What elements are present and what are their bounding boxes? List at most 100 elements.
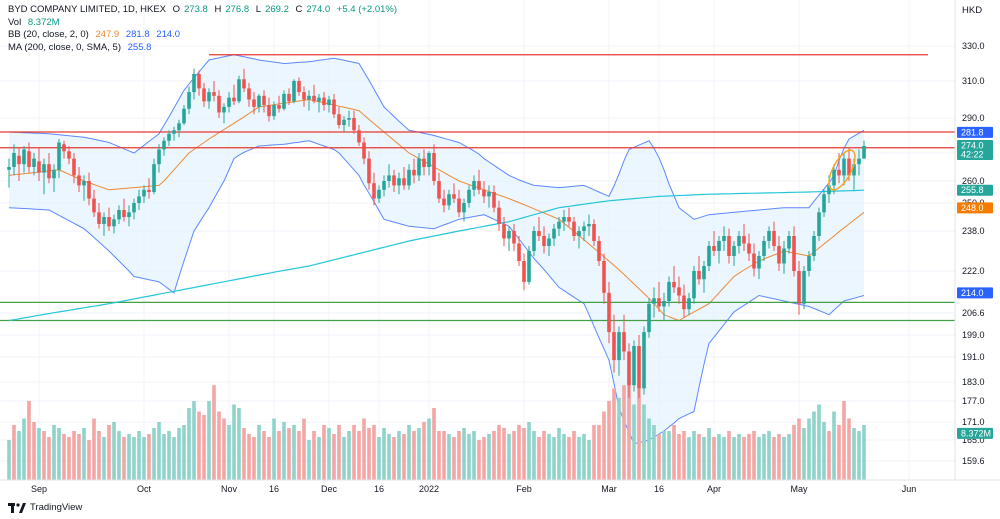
candle-body <box>52 169 56 179</box>
volume-bar <box>847 418 851 480</box>
candle-body <box>802 271 806 304</box>
candle-body <box>567 217 571 222</box>
candle-body <box>762 241 766 256</box>
volume-bar <box>317 437 321 480</box>
candle-body <box>102 217 106 224</box>
candle-body <box>457 198 461 213</box>
candle-body <box>172 130 176 134</box>
candle-body <box>632 346 636 386</box>
candle-body <box>312 95 316 102</box>
candle-body <box>377 189 381 199</box>
brand-name: TradingView <box>30 502 83 513</box>
volume-bar <box>382 428 386 480</box>
volume-bar <box>447 434 451 480</box>
time-tick-label: 16 <box>374 484 384 494</box>
candle-body <box>302 92 306 100</box>
candle-body <box>717 241 721 251</box>
candle-body <box>477 181 481 190</box>
volume-bar <box>142 437 146 480</box>
candle-body <box>167 133 171 141</box>
volume-bar <box>92 418 96 480</box>
volume-bar <box>522 428 526 480</box>
candle-body <box>837 169 841 176</box>
symbol-title: BYD COMPANY LIMITED, 1D, HKEX <box>8 4 167 15</box>
candle-body <box>382 181 386 190</box>
highlight-ellipse <box>828 149 856 191</box>
bollinger-bands <box>8 54 865 445</box>
candle-body <box>147 189 151 192</box>
candle-body <box>597 241 601 261</box>
candle-body <box>647 303 651 333</box>
candle-body <box>182 108 186 124</box>
time-tick-label: Dec <box>321 484 338 494</box>
candle-body <box>582 226 586 231</box>
candle-body <box>492 192 496 208</box>
volume-bar <box>777 434 781 480</box>
candle-body <box>757 256 761 269</box>
countdown-label: 42:22 <box>961 150 984 160</box>
volume-bar <box>622 385 626 480</box>
volume-bar <box>342 437 346 480</box>
volume-bar <box>552 437 556 480</box>
volume-bar <box>22 418 26 480</box>
volume-bar <box>627 382 631 480</box>
candle-body <box>497 207 501 224</box>
candle-body <box>22 149 26 165</box>
moving-average-200 <box>8 189 865 322</box>
candle-body <box>287 93 291 102</box>
candle-body <box>807 256 811 271</box>
volume-bar <box>742 437 746 480</box>
candle-body <box>157 149 161 165</box>
candle-body <box>227 97 231 107</box>
candle-body <box>732 246 736 256</box>
candle-body <box>32 158 36 167</box>
legend-symbol-row: BYD COMPANY LIMITED, 1D, HKEX O 273.8 H 27… <box>8 4 401 17</box>
time-tick-label: Nov <box>221 484 238 494</box>
candle-body <box>252 99 256 107</box>
candle-body <box>452 194 456 199</box>
volume-bar <box>502 428 506 480</box>
candle-body <box>792 236 796 271</box>
candle-body <box>522 261 526 282</box>
candle-body <box>292 81 296 102</box>
candle-body <box>747 243 751 254</box>
price-badge <box>957 287 993 299</box>
volume-bar <box>217 411 221 480</box>
volume-bar <box>662 431 666 480</box>
volume-bar <box>47 437 51 480</box>
candle-body <box>532 231 536 251</box>
volume-bar <box>542 431 546 480</box>
candle-body <box>47 164 51 179</box>
bb-lower-line <box>8 140 865 445</box>
candle-body <box>442 198 446 206</box>
candle-body <box>602 261 606 293</box>
price-tick-label: 222.0 <box>962 266 985 276</box>
tradingview-brand[interactable]: TradingView <box>8 502 82 513</box>
volume-bar <box>292 425 296 480</box>
volume-bar <box>602 411 606 480</box>
horizontal-levels <box>0 54 955 322</box>
volume-bar <box>312 431 316 480</box>
time-tick-label: Apr <box>707 484 721 494</box>
candle-body <box>677 287 681 296</box>
candle-body <box>42 164 46 173</box>
bb-lower-value: 214.0 <box>156 29 181 40</box>
volume-bar <box>817 404 821 480</box>
candle-body <box>347 118 351 120</box>
price-tick-label: 165.0 <box>962 435 985 445</box>
candle-body <box>852 164 856 176</box>
candle-body <box>152 164 156 192</box>
volume-bar <box>77 434 81 480</box>
legend-volume-row: Vol 8.372M <box>8 17 401 30</box>
volume-bar <box>717 434 721 480</box>
volume-bar <box>612 388 616 480</box>
candle-body <box>367 158 371 184</box>
volume-bar <box>327 428 331 480</box>
candle-body <box>342 119 346 125</box>
bb-upper-line <box>8 54 865 220</box>
volume-bar <box>587 440 591 480</box>
candle-body <box>832 169 836 186</box>
open-label: O <box>172 4 181 15</box>
volume-bar <box>857 431 861 480</box>
